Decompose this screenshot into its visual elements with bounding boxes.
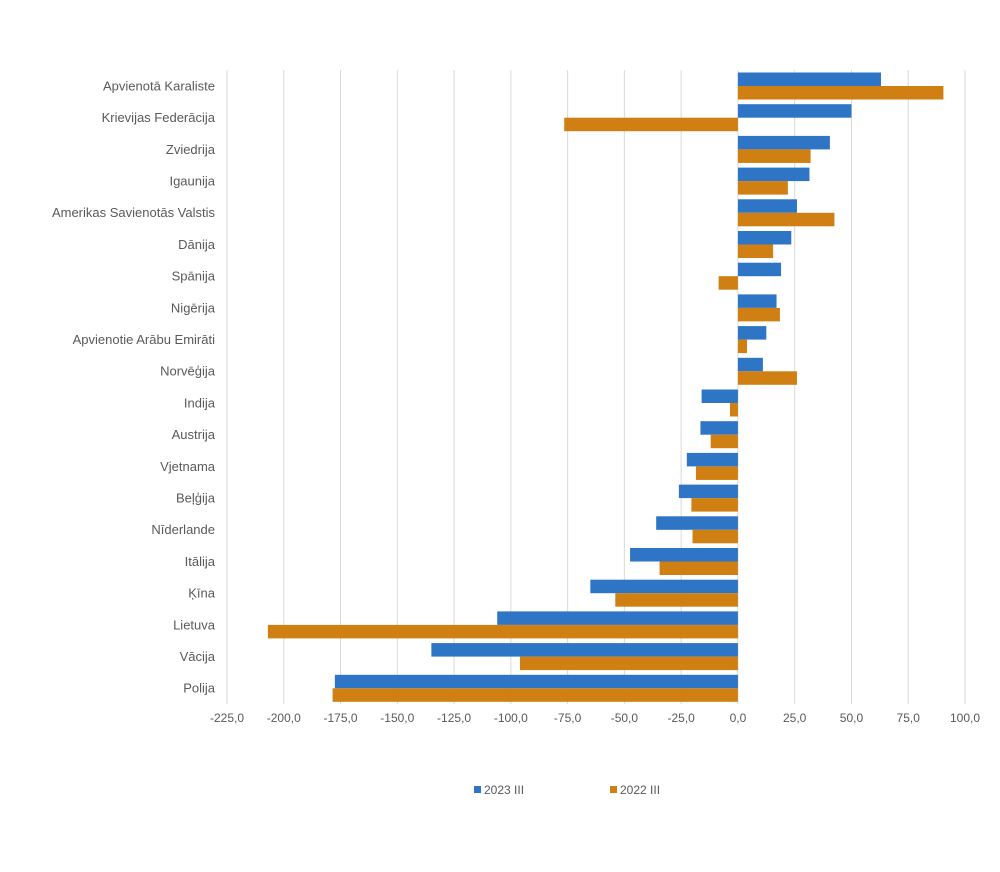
category-label: Itālija xyxy=(185,554,216,569)
bar-2023-iii xyxy=(678,484,738,499)
category-label: Apvienotā Karaliste xyxy=(103,78,215,93)
bar-2023-iii xyxy=(334,674,738,689)
category-label: Polija xyxy=(183,681,216,696)
bars xyxy=(267,72,944,702)
legend-swatch-2023-iii xyxy=(474,786,481,793)
legend-label-2022-iii: 2022 III xyxy=(620,783,660,797)
category-label: Nīderlande xyxy=(151,522,215,537)
bar-2022-iii xyxy=(737,86,944,100)
category-label: Krievijas Federācija xyxy=(102,110,216,125)
bar-2022-iii xyxy=(737,181,788,195)
bar-2023-iii xyxy=(737,199,797,213)
x-tick-label: -175,0 xyxy=(324,711,358,725)
category-label: Indija xyxy=(184,395,216,410)
bar-2023-iii xyxy=(737,262,782,277)
bar-2022-iii xyxy=(659,561,738,575)
category-label: Beļģija xyxy=(176,490,216,505)
bar-2023-iii xyxy=(737,72,881,86)
x-axis-tick-labels: -225,0 -200,0 -175,0 -150,0 -125,0 -100,0 -75,… xyxy=(210,711,980,725)
x-tick-label: 25,0 xyxy=(783,711,807,725)
bar-2022-iii xyxy=(691,498,738,512)
bar-2023-iii xyxy=(630,548,738,562)
bar-2023-iii xyxy=(590,579,738,594)
bar-2022-iii xyxy=(737,244,774,258)
bar-2022-iii xyxy=(737,149,811,163)
x-tick-label: -125,0 xyxy=(437,711,471,725)
category-label: Lietuva xyxy=(173,617,216,632)
x-tick-label: -200,0 xyxy=(267,711,301,725)
category-label: Igaunija xyxy=(169,173,215,188)
bar-2022-iii xyxy=(519,656,738,671)
category-labels: Apvienotā Karaliste Krievijas Federācija Z… xyxy=(52,78,216,695)
bar-2023-iii xyxy=(737,104,852,118)
bar-2022-iii xyxy=(615,593,738,607)
bar-2022-iii xyxy=(564,117,738,132)
bar-2022-iii xyxy=(710,434,738,449)
bar-2022-iii xyxy=(737,371,797,385)
bar-2022-iii xyxy=(718,276,738,290)
category-label: Apvienotie Arābu Emirāti xyxy=(73,332,215,347)
category-label: Amerikas Savienotās Valstis xyxy=(52,205,216,220)
x-tick-label: -225,0 xyxy=(210,711,244,725)
x-tick-label: -50,0 xyxy=(611,711,639,725)
category-label: Zviedrija xyxy=(166,142,216,157)
bar-2023-iii xyxy=(700,421,738,435)
category-label: Dānija xyxy=(178,237,216,252)
bar-2022-iii xyxy=(692,529,738,544)
x-tick-label: -25,0 xyxy=(667,711,695,725)
bar-2023-iii xyxy=(737,167,810,182)
legend-swatch-2022-iii xyxy=(610,786,617,793)
x-tick-label: 75,0 xyxy=(897,711,921,725)
x-tick-label: 0,0 xyxy=(730,711,747,725)
bar-2023-iii xyxy=(737,357,763,372)
category-label: Vācija xyxy=(180,649,216,664)
bar-2022-iii xyxy=(737,307,780,322)
bar-2023-iii xyxy=(737,135,830,150)
category-label: Ķīna xyxy=(188,586,216,601)
bar-2022-iii xyxy=(332,688,738,702)
bar-2023-iii xyxy=(686,452,738,467)
bar-2022-iii xyxy=(267,624,738,639)
bar-2023-iii xyxy=(737,326,767,340)
bar-2023-iii xyxy=(701,389,738,403)
bar-2022-iii xyxy=(729,403,738,417)
category-label: Spānija xyxy=(172,269,216,284)
category-label: Vjetnama xyxy=(160,459,216,474)
bar-2022-iii xyxy=(695,466,738,480)
bar-2022-iii xyxy=(737,339,748,354)
bar-2023-iii xyxy=(497,611,738,625)
gridlines xyxy=(226,70,966,704)
bar-2023-iii xyxy=(737,231,792,245)
category-label: Austrija xyxy=(172,427,216,442)
x-tick-label: 50,0 xyxy=(840,711,864,725)
category-label: Norvēģija xyxy=(160,364,216,379)
bar-2023-iii xyxy=(431,643,738,657)
x-tick-label: -150,0 xyxy=(380,711,414,725)
bar-2023-iii xyxy=(656,516,738,530)
bar-2022-iii xyxy=(737,212,835,227)
x-tick-label: 100,0 xyxy=(950,711,980,725)
legend-label-2023-iii: 2023 III xyxy=(484,783,524,797)
category-label: Nigērija xyxy=(171,300,216,315)
bar-2023-iii xyxy=(737,294,777,308)
x-tick-label: -100,0 xyxy=(494,711,528,725)
x-tick-label: -75,0 xyxy=(554,711,582,725)
legend: 2023 III 2022 III xyxy=(474,783,660,797)
